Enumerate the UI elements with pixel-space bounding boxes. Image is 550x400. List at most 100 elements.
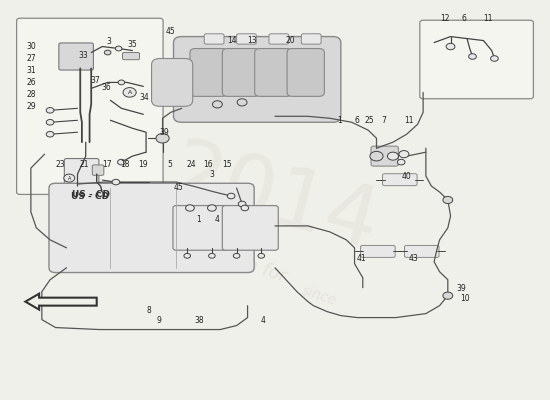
Text: 37: 37 bbox=[90, 76, 100, 85]
Text: US - CD: US - CD bbox=[70, 192, 108, 201]
FancyBboxPatch shape bbox=[49, 183, 254, 272]
FancyBboxPatch shape bbox=[152, 58, 192, 106]
Text: 40: 40 bbox=[402, 172, 411, 181]
Text: 25: 25 bbox=[365, 116, 374, 125]
Text: 9: 9 bbox=[156, 316, 161, 325]
FancyBboxPatch shape bbox=[301, 34, 321, 44]
Text: 7: 7 bbox=[381, 116, 386, 125]
Text: A: A bbox=[68, 176, 71, 180]
FancyBboxPatch shape bbox=[177, 208, 225, 248]
Text: 24: 24 bbox=[187, 160, 196, 169]
FancyBboxPatch shape bbox=[287, 48, 324, 96]
Circle shape bbox=[397, 159, 405, 165]
Circle shape bbox=[443, 292, 453, 299]
FancyBboxPatch shape bbox=[123, 52, 140, 60]
Text: a passion for: a passion for bbox=[173, 233, 289, 286]
Text: 26: 26 bbox=[26, 78, 36, 87]
FancyBboxPatch shape bbox=[383, 174, 417, 186]
Text: 29: 29 bbox=[26, 102, 36, 111]
Circle shape bbox=[156, 134, 169, 143]
Text: 31: 31 bbox=[26, 66, 36, 75]
Text: 3: 3 bbox=[107, 37, 112, 46]
FancyBboxPatch shape bbox=[269, 34, 289, 44]
Text: 11: 11 bbox=[483, 14, 493, 23]
Text: 39: 39 bbox=[456, 284, 466, 293]
Text: 41: 41 bbox=[357, 254, 366, 264]
Circle shape bbox=[184, 254, 190, 258]
Circle shape bbox=[207, 205, 216, 211]
Text: 21: 21 bbox=[79, 160, 89, 169]
Text: A: A bbox=[128, 90, 132, 95]
Circle shape bbox=[469, 54, 476, 59]
Circle shape bbox=[118, 159, 125, 165]
Text: 12: 12 bbox=[441, 14, 450, 23]
Text: 19: 19 bbox=[139, 160, 148, 169]
Circle shape bbox=[123, 88, 136, 97]
FancyBboxPatch shape bbox=[371, 146, 398, 166]
Text: 33: 33 bbox=[78, 51, 88, 60]
Text: 13: 13 bbox=[247, 36, 257, 45]
FancyBboxPatch shape bbox=[16, 18, 163, 194]
FancyBboxPatch shape bbox=[204, 34, 224, 44]
Polygon shape bbox=[25, 294, 97, 310]
Circle shape bbox=[241, 205, 249, 211]
Circle shape bbox=[104, 50, 111, 55]
Text: 43: 43 bbox=[408, 254, 418, 264]
Circle shape bbox=[212, 101, 222, 108]
Text: 20: 20 bbox=[285, 36, 295, 45]
Text: 10: 10 bbox=[460, 294, 470, 303]
Circle shape bbox=[46, 108, 54, 113]
FancyBboxPatch shape bbox=[59, 43, 94, 70]
Text: 16: 16 bbox=[204, 160, 213, 169]
Circle shape bbox=[491, 56, 498, 61]
Circle shape bbox=[387, 152, 398, 160]
Circle shape bbox=[185, 205, 194, 211]
Circle shape bbox=[443, 196, 453, 204]
Circle shape bbox=[446, 43, 455, 50]
Circle shape bbox=[116, 46, 122, 51]
Circle shape bbox=[237, 99, 247, 106]
Text: 28: 28 bbox=[26, 90, 36, 99]
Text: 15: 15 bbox=[222, 160, 232, 169]
Circle shape bbox=[64, 174, 75, 182]
Text: 23: 23 bbox=[55, 160, 65, 169]
Text: 18: 18 bbox=[120, 160, 129, 169]
Text: 3: 3 bbox=[209, 170, 214, 178]
Text: 30: 30 bbox=[26, 42, 36, 51]
Text: 5: 5 bbox=[167, 160, 172, 169]
FancyBboxPatch shape bbox=[173, 206, 229, 250]
Circle shape bbox=[238, 201, 246, 207]
FancyBboxPatch shape bbox=[236, 34, 256, 44]
Text: 38: 38 bbox=[195, 316, 204, 325]
Text: 4: 4 bbox=[215, 216, 220, 224]
Circle shape bbox=[399, 150, 409, 158]
FancyBboxPatch shape bbox=[92, 165, 104, 175]
Circle shape bbox=[208, 254, 215, 258]
Circle shape bbox=[370, 151, 383, 161]
FancyBboxPatch shape bbox=[222, 48, 260, 96]
FancyBboxPatch shape bbox=[173, 36, 341, 122]
Text: since: since bbox=[300, 284, 338, 308]
Circle shape bbox=[227, 193, 235, 199]
Text: 34: 34 bbox=[140, 93, 149, 102]
Circle shape bbox=[46, 132, 54, 137]
Text: 4: 4 bbox=[261, 316, 265, 325]
Text: 2014: 2014 bbox=[162, 134, 388, 266]
Text: 1: 1 bbox=[196, 216, 201, 224]
Text: US - CD: US - CD bbox=[72, 190, 110, 198]
Text: 27: 27 bbox=[26, 54, 36, 63]
Text: 11: 11 bbox=[405, 116, 414, 125]
Text: 6: 6 bbox=[355, 116, 360, 125]
Circle shape bbox=[46, 120, 54, 125]
FancyBboxPatch shape bbox=[64, 158, 99, 188]
Text: 45: 45 bbox=[166, 27, 175, 36]
Circle shape bbox=[112, 179, 120, 185]
Circle shape bbox=[118, 80, 125, 85]
FancyBboxPatch shape bbox=[222, 206, 278, 250]
FancyBboxPatch shape bbox=[361, 246, 395, 258]
Circle shape bbox=[258, 254, 265, 258]
FancyBboxPatch shape bbox=[190, 48, 227, 96]
Text: 39: 39 bbox=[160, 128, 169, 137]
Circle shape bbox=[233, 254, 240, 258]
Text: 45: 45 bbox=[174, 183, 184, 192]
